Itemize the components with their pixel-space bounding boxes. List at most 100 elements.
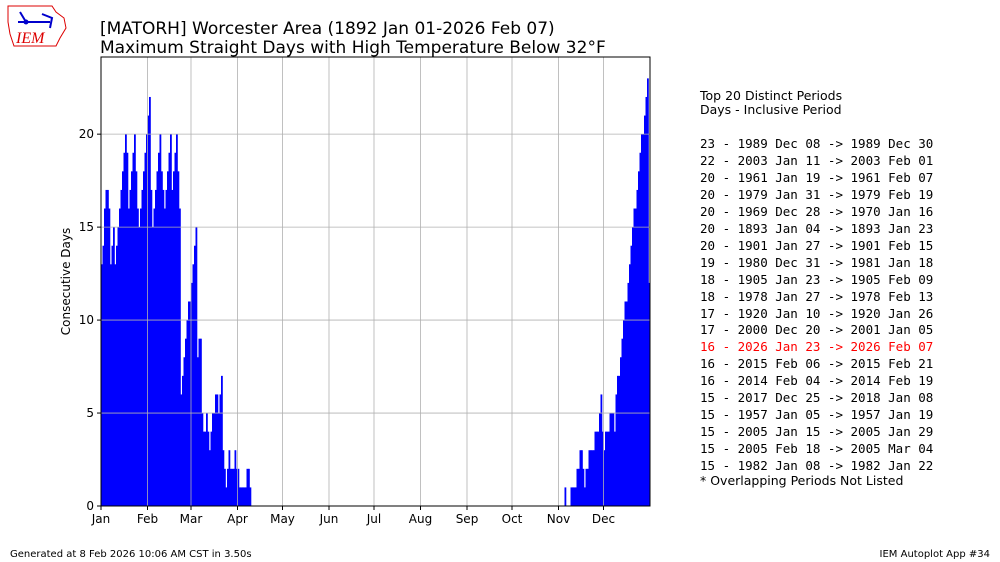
x-tick-label: May [270, 512, 295, 526]
bar [633, 208, 636, 506]
bar [632, 227, 634, 506]
bar [564, 487, 567, 506]
period-row: 17 - 2000 Dec 20 -> 2001 Jan 05 [700, 322, 934, 338]
bar [585, 468, 588, 506]
bar [104, 208, 106, 506]
bar [119, 208, 121, 506]
x-tick-label: Mar [180, 512, 203, 526]
svg-text:IEM: IEM [15, 30, 46, 47]
bar [620, 357, 622, 506]
bar [149, 96, 151, 506]
bar [210, 431, 213, 506]
x-tick-label: Jun [319, 512, 339, 526]
bar [600, 394, 603, 506]
bar [113, 227, 115, 506]
bar [215, 394, 217, 506]
bar [618, 375, 621, 506]
period-row: 15 - 2017 Dec 25 -> 2018 Jan 08 [700, 390, 934, 406]
bar [213, 413, 216, 506]
iem-logo: IEM [7, 5, 67, 47]
bar [603, 450, 606, 506]
bar [153, 208, 156, 506]
period-row: 18 - 1978 Jan 27 -> 1978 Feb 13 [700, 288, 934, 304]
plot-frame [100, 56, 651, 507]
period-row: 16 - 2014 Feb 04 -> 2014 Feb 19 [700, 373, 934, 389]
bar [107, 189, 109, 506]
bar [594, 431, 597, 506]
bar [236, 468, 238, 506]
bar [117, 227, 120, 506]
bar [609, 413, 612, 506]
bar [635, 208, 637, 506]
bar [249, 487, 252, 506]
bar [606, 431, 609, 506]
bar [248, 468, 250, 506]
bar [182, 375, 184, 506]
bar [177, 171, 180, 506]
bar [162, 189, 165, 506]
bar [120, 189, 123, 506]
bar [608, 431, 610, 506]
bar [621, 338, 624, 506]
bar [216, 394, 219, 506]
bar [219, 394, 222, 506]
bar [246, 468, 249, 506]
bar [222, 450, 225, 506]
bar [230, 468, 232, 506]
y-tick-label: 10 [79, 313, 94, 327]
x-tick-label: Feb [137, 512, 158, 526]
y-tick-label: 15 [79, 220, 94, 234]
bar [135, 171, 138, 506]
period-row: 20 - 1969 Dec 28 -> 1970 Jan 16 [700, 203, 934, 219]
bar [198, 338, 201, 506]
period-row: 19 - 1980 Dec 31 -> 1981 Jan 18 [700, 254, 934, 270]
bar [648, 282, 651, 506]
bar [161, 171, 163, 506]
bar [111, 245, 114, 506]
bar [212, 413, 214, 506]
bar [209, 450, 211, 506]
legend-note: * Overlapping Periods Not Listed [700, 473, 904, 488]
period-row: 22 - 2003 Jan 11 -> 2003 Feb 01 [700, 152, 934, 168]
bar [242, 487, 244, 506]
bar [101, 264, 103, 506]
bar [105, 189, 108, 506]
legend-subheading: Days - Inclusive Period [700, 102, 842, 117]
x-tick-label: Dec [592, 512, 615, 526]
y-tick-label: 20 [79, 127, 94, 141]
bar [110, 264, 112, 506]
bar [240, 487, 243, 506]
footer-app: IEM Autoplot App #34 [879, 549, 990, 560]
bar [639, 152, 642, 506]
bar [144, 152, 147, 506]
bar [167, 171, 169, 506]
bar [221, 375, 223, 506]
bar [612, 413, 615, 506]
bar [597, 431, 600, 506]
bar [630, 245, 633, 506]
bar [233, 468, 235, 506]
period-row: 15 - 1982 Jan 08 -> 1982 Jan 22 [700, 458, 934, 474]
bar [183, 357, 186, 506]
bar [138, 227, 141, 506]
bar [195, 227, 198, 506]
bar [591, 450, 594, 506]
bar [645, 96, 648, 506]
x-tick-label: Sep [456, 512, 479, 526]
x-tick-label: Oct [502, 512, 523, 526]
bar [152, 227, 154, 506]
bar [204, 431, 207, 506]
bar [596, 431, 598, 506]
bar [128, 208, 130, 506]
bar [627, 282, 630, 506]
bar [131, 171, 133, 506]
bar [165, 189, 168, 506]
bar [590, 450, 592, 506]
period-row: 16 - 2015 Feb 06 -> 2015 Feb 21 [700, 356, 934, 372]
bar [245, 487, 247, 506]
bar [629, 264, 631, 506]
bar [225, 487, 228, 506]
bar [143, 171, 145, 506]
bar [239, 487, 241, 506]
